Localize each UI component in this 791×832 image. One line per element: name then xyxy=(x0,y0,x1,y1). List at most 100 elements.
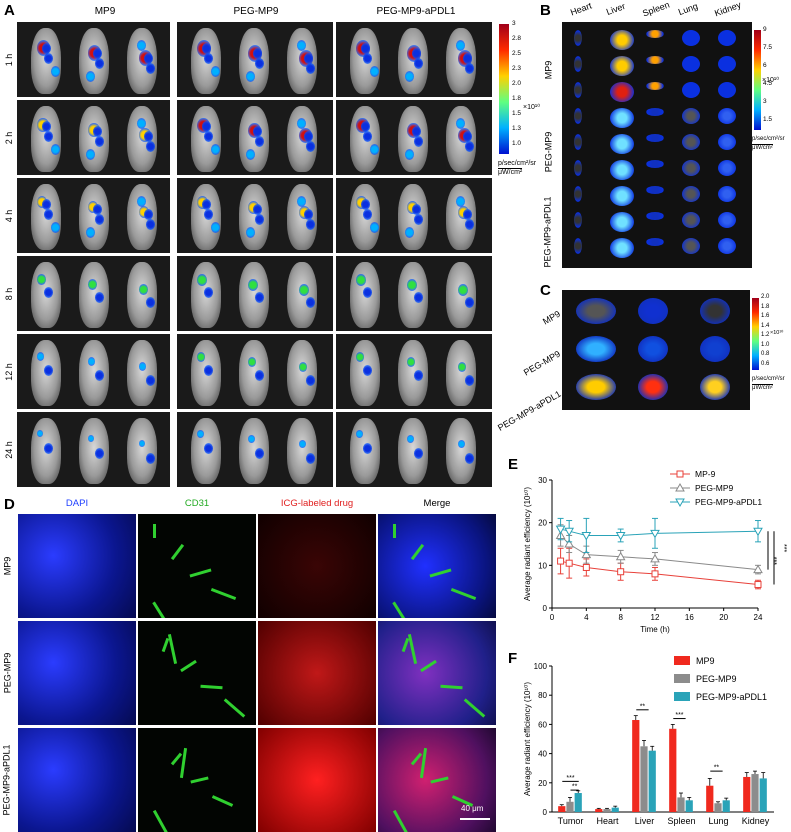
signal-spot xyxy=(202,43,211,54)
organ-header: Heart xyxy=(568,0,594,18)
organ-image xyxy=(682,56,700,72)
signal-spot xyxy=(139,284,148,295)
organ-image xyxy=(682,186,700,202)
signal-spot xyxy=(204,209,213,220)
mouse-image xyxy=(398,418,428,484)
microscopy-row-label: MP9 xyxy=(0,514,14,618)
x-axis-label: Time (h) xyxy=(640,625,670,634)
legend-label: MP-9 xyxy=(695,469,716,479)
vessel-mark xyxy=(410,752,423,766)
x-tick-label: 24 xyxy=(754,613,763,622)
signal-spot xyxy=(405,71,414,82)
panel-e-line-chart: 0 10 20 30 0 4 8 12 16 20 24 Time (h) Average radian… xyxy=(523,469,787,634)
bar xyxy=(759,778,767,812)
panel-a-row-label: 4 h xyxy=(4,209,14,223)
colorbar-tick-label: 3 xyxy=(512,20,516,27)
organ-image xyxy=(610,212,634,232)
signal-spot xyxy=(202,121,211,132)
signal-spot xyxy=(42,121,51,132)
data-point xyxy=(582,563,590,571)
mouse-image xyxy=(446,418,476,484)
legend-label: PEG-MP9 xyxy=(695,483,734,493)
vessel-mark xyxy=(407,634,418,664)
signal-spot xyxy=(465,63,474,74)
signal-spot xyxy=(255,136,264,147)
signal-spot xyxy=(407,279,417,291)
organ-image xyxy=(682,134,700,150)
x-tick-label: 4 xyxy=(584,613,589,622)
signal-spot xyxy=(370,66,379,77)
group-label-text: PEG-MP9 xyxy=(543,131,554,172)
bar xyxy=(677,797,685,812)
x-tick-label: 20 xyxy=(719,613,728,622)
colorbar-tick-label: 0.6 xyxy=(761,360,770,367)
imaging-cell xyxy=(177,334,333,409)
data-point xyxy=(615,551,626,561)
signal-spot xyxy=(88,435,94,443)
organ-image xyxy=(574,108,582,124)
colorbar-tick-label: 1.0 xyxy=(761,341,770,348)
imaging-cell xyxy=(17,100,170,175)
imaging-cell xyxy=(17,256,170,331)
significance-label: *** xyxy=(675,712,683,719)
vessel-mark xyxy=(223,698,246,718)
microscopy-cell xyxy=(18,621,136,725)
significance-label: *** xyxy=(780,544,787,552)
imaging-cell xyxy=(336,256,492,331)
signal-spot xyxy=(405,149,414,160)
signal-spot xyxy=(51,66,60,77)
legend-swatch xyxy=(674,674,690,683)
signal-spot xyxy=(465,219,474,230)
signal-spot xyxy=(246,149,255,160)
data-point xyxy=(650,529,660,539)
signal-spot xyxy=(204,365,213,376)
signal-spot xyxy=(37,430,43,438)
vessel-mark xyxy=(392,601,411,618)
scale-bar-label: 40 μm xyxy=(461,804,484,813)
signal-spot xyxy=(146,375,155,386)
imaging-cell xyxy=(336,334,492,409)
data-point xyxy=(754,581,762,589)
signal-spot xyxy=(463,131,472,142)
vessel-mark xyxy=(179,747,188,779)
y-tick-label: 100 xyxy=(534,662,548,671)
signal-spot xyxy=(463,53,472,64)
x-tick-label: Liver xyxy=(635,816,655,826)
organ-image xyxy=(646,108,664,116)
vessel-mark xyxy=(450,587,477,601)
mouse-image xyxy=(127,340,157,406)
signal-spot xyxy=(146,141,155,152)
panel-b-colorbar xyxy=(754,30,761,130)
bar xyxy=(566,801,574,812)
data-point xyxy=(557,557,565,565)
x-tick-label: 8 xyxy=(618,613,623,622)
microscopy-cell xyxy=(378,621,496,725)
colorbar-tick-label: 1.2 xyxy=(761,332,770,338)
data-point xyxy=(564,527,575,537)
microscopy-cell xyxy=(138,514,256,618)
signal-spot xyxy=(414,136,423,147)
signal-spot xyxy=(93,204,102,215)
organ-image xyxy=(718,56,736,72)
data-point xyxy=(565,559,573,567)
legend-marker xyxy=(675,498,685,508)
signal-spot xyxy=(255,58,264,69)
colorbar-tick-label: 1.3 xyxy=(512,125,522,132)
vessel-mark xyxy=(463,698,486,718)
bar xyxy=(640,746,648,812)
colorbar-tick-label: 9 xyxy=(763,26,767,33)
organ-image xyxy=(574,238,582,254)
organ-image xyxy=(646,82,664,90)
organ-image xyxy=(718,238,736,254)
tumor-image xyxy=(576,374,616,400)
signal-spot xyxy=(304,53,313,64)
microscopy-cell xyxy=(18,514,136,618)
signal-spot xyxy=(95,58,104,69)
signal-spot xyxy=(304,131,313,142)
vessel-mark xyxy=(392,809,409,832)
mouse-image xyxy=(79,262,109,328)
organ-image xyxy=(574,30,582,46)
bar xyxy=(751,774,759,812)
group-label: PEG-MP9-aPDL1 xyxy=(495,388,563,433)
microscopy-row-label-text: PEG-MP9-aPDL1 xyxy=(2,744,12,816)
